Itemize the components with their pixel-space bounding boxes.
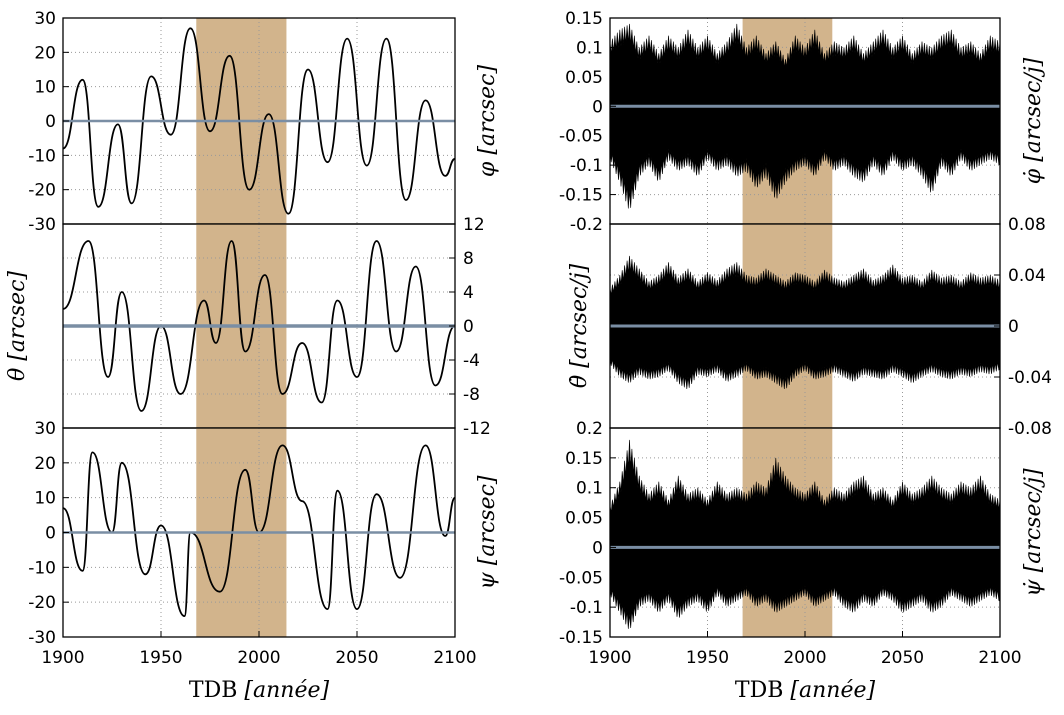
y-tick-label: -0.08 <box>1008 419 1052 439</box>
x-axis-label-text: TDB <box>189 678 244 703</box>
x-axis-label-unit: [année] <box>244 678 329 703</box>
y-tick-label: 0.04 <box>1008 266 1046 286</box>
y-tick-label: 20 <box>34 43 56 63</box>
panel-3: -0.15 -0.1 -0.05 0 0.05 0.1 0.15 0.2 ψ̇ [arcsec/… <box>559 419 1046 648</box>
y-tick-label: 0 <box>1008 317 1019 337</box>
y-tick-label: 12 <box>463 215 485 235</box>
y-tick-label: 10 <box>34 489 56 509</box>
x-tick-label: 2000 <box>237 648 280 668</box>
y-axis-label: θ [arcsec] <box>5 271 30 381</box>
y-tick-label: -10 <box>28 146 56 166</box>
y-tick-label: -4 <box>463 351 480 371</box>
chart-angles: -30 -20 -10 0 10 20 30 φ [arcsec] -12 -8 -4 0 4 8 12 θ … <box>5 9 500 703</box>
y-tick-label: 0.1 <box>576 38 603 58</box>
chart-rates: -0.2 -0.15 -0.1 -0.05 0 0.05 0.1 0.15 φ̇ [arcsec… <box>559 9 1052 703</box>
y-tick-label: -12 <box>463 419 491 439</box>
y-tick-label: 0 <box>45 112 56 132</box>
y-tick-label: -30 <box>28 628 56 648</box>
y-axis-label: θ̇ [arcsec/j] <box>567 263 592 388</box>
y-tick-label: 0 <box>592 97 603 117</box>
x-tick-label: 2050 <box>335 648 378 668</box>
y-tick-label: -0.05 <box>559 127 603 147</box>
panel-2: -0.08 -0.04 0 0.04 0.08 θ̇ [arcsec/j] <box>567 215 1052 439</box>
y-tick-label: -0.04 <box>1008 368 1052 388</box>
x-axis-label: TDB [année] <box>735 678 876 703</box>
x-tick-label: 1900 <box>41 648 84 668</box>
y-tick-label: 0.05 <box>565 509 603 529</box>
y-tick-label: -8 <box>463 385 480 405</box>
panel-2: -12 -8 -4 0 4 8 12 θ [arcsec] <box>5 215 491 439</box>
y-tick-label: -20 <box>28 593 56 613</box>
panel-3: -30 -20 -10 0 10 20 30 ψ [arcsec] <box>28 419 500 648</box>
y-tick-label: 0.15 <box>565 9 603 29</box>
y-tick-label: 30 <box>34 419 56 439</box>
y-tick-label: 0 <box>463 317 474 337</box>
y-tick-label: -10 <box>28 558 56 578</box>
y-axis-label: φ [arcsec] <box>475 65 500 178</box>
y-tick-label: 4 <box>463 283 474 303</box>
y-axis-label: ψ̇ [arcsec/j] <box>1021 468 1046 597</box>
x-tick-label: 2000 <box>783 648 826 668</box>
y-tick-label: 0.1 <box>576 479 603 499</box>
y-tick-label: 0.15 <box>565 449 603 469</box>
y-tick-label: 0 <box>45 524 56 544</box>
x-axis-label: TDB [année] <box>189 678 330 703</box>
x-axis-label-text: TDB <box>735 678 790 703</box>
y-tick-label: -0.05 <box>559 568 603 588</box>
y-tick-label: 30 <box>34 9 56 29</box>
y-tick-label: 10 <box>34 78 56 98</box>
series-line-main <box>62 240 456 412</box>
x-axis-label-unit: [année] <box>790 678 875 703</box>
panel-1: -0.2 -0.15 -0.1 -0.05 0 0.05 0.1 0.15 φ̇ [arcsec… <box>559 9 1046 235</box>
y-tick-label: -0.1 <box>570 598 603 618</box>
x-tick-label: 2100 <box>433 648 476 668</box>
x-tick-label: 2050 <box>881 648 924 668</box>
panel-1: -30 -20 -10 0 10 20 30 φ [arcsec] <box>28 9 500 235</box>
y-tick-label: -0.2 <box>570 215 603 235</box>
y-tick-label: 0.2 <box>576 419 603 439</box>
x-tick-label: 2100 <box>978 648 1021 668</box>
y-tick-label: 0.08 <box>1008 215 1046 235</box>
y-axis-label: ψ [arcsec] <box>475 475 500 589</box>
y-tick-label: -0.15 <box>559 628 603 648</box>
x-tick-label: 1950 <box>686 648 729 668</box>
y-tick-label: -0.1 <box>570 156 603 176</box>
x-tick-label: 1900 <box>588 648 631 668</box>
y-tick-label: 8 <box>463 249 474 269</box>
y-tick-label: 20 <box>34 454 56 474</box>
y-tick-label: 0 <box>592 538 603 558</box>
series-line-main <box>62 444 456 618</box>
x-tick-label: 1950 <box>139 648 182 668</box>
y-tick-label: -0.15 <box>559 186 603 206</box>
y-tick-label: -20 <box>28 181 56 201</box>
series-line-main <box>62 27 456 215</box>
y-tick-label: 0.05 <box>565 68 603 88</box>
y-axis-label: φ̇ [arcsec/j] <box>1021 57 1046 184</box>
y-tick-label: -30 <box>28 215 56 235</box>
